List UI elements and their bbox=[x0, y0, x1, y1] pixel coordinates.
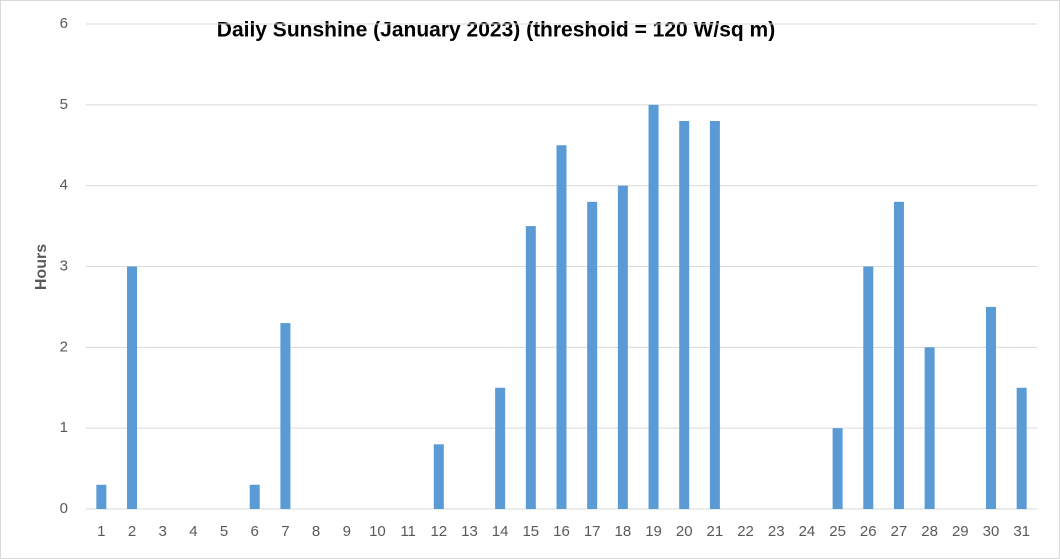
x-tick-label: 17 bbox=[584, 523, 601, 540]
chart-title: Daily Sunshine (January 2023) (threshold… bbox=[217, 19, 775, 42]
y-tick-label: 5 bbox=[60, 96, 68, 113]
bar bbox=[924, 347, 935, 509]
y-tick-label: 1 bbox=[60, 419, 68, 436]
bar bbox=[587, 201, 598, 510]
bar bbox=[893, 201, 904, 510]
y-tick-label: 4 bbox=[60, 177, 68, 194]
x-tick-label: 27 bbox=[891, 523, 908, 540]
x-tick-label: 31 bbox=[1013, 523, 1030, 540]
bar bbox=[679, 121, 690, 509]
x-tick-label: 22 bbox=[737, 523, 754, 540]
x-tick-label: 20 bbox=[676, 523, 693, 540]
x-tick-label: 21 bbox=[707, 523, 724, 540]
y-tick-label: 0 bbox=[60, 500, 68, 517]
y-tick-label: 6 bbox=[60, 15, 68, 32]
bar bbox=[96, 484, 107, 509]
x-tick-label: 26 bbox=[860, 523, 877, 540]
x-tick-label: 10 bbox=[369, 523, 386, 540]
bar bbox=[863, 266, 874, 509]
x-tick-label: 18 bbox=[615, 523, 632, 540]
x-tick-label: 14 bbox=[492, 523, 509, 540]
x-tick-label: 9 bbox=[343, 523, 351, 540]
x-tick-label: 19 bbox=[645, 523, 662, 540]
bar bbox=[280, 323, 291, 509]
x-tick-label: 8 bbox=[312, 523, 320, 540]
y-axis-label: Hours bbox=[33, 244, 50, 290]
bar bbox=[127, 266, 138, 509]
bar bbox=[617, 185, 628, 509]
bar bbox=[832, 428, 843, 509]
x-tick-label: 3 bbox=[159, 523, 167, 540]
x-tick-label: 15 bbox=[522, 523, 539, 540]
bar bbox=[985, 306, 996, 509]
x-tick-label: 5 bbox=[220, 523, 228, 540]
x-tick-label: 29 bbox=[952, 523, 969, 540]
x-tick-label: 6 bbox=[251, 523, 259, 540]
bar bbox=[1016, 387, 1027, 509]
bar bbox=[525, 226, 536, 510]
bar bbox=[648, 104, 659, 509]
x-tick-label: 11 bbox=[400, 523, 416, 540]
x-tick-label: 12 bbox=[430, 523, 447, 540]
x-tick-label: 13 bbox=[461, 523, 478, 540]
x-tick-label: 7 bbox=[281, 523, 289, 540]
x-tick-label: 30 bbox=[983, 523, 1000, 540]
bar bbox=[249, 484, 260, 509]
bar bbox=[556, 145, 567, 509]
x-tick-label: 28 bbox=[921, 523, 938, 540]
y-tick-label: 2 bbox=[60, 338, 68, 355]
bar bbox=[495, 387, 506, 509]
x-tick-label: 23 bbox=[768, 523, 785, 540]
x-tick-label: 1 bbox=[97, 523, 105, 540]
bar bbox=[433, 444, 444, 509]
x-tick-label: 2 bbox=[128, 523, 136, 540]
x-tick-label: 16 bbox=[553, 523, 570, 540]
x-tick-label: 25 bbox=[829, 523, 846, 540]
y-tick-label: 3 bbox=[60, 257, 68, 274]
x-tick-label: 24 bbox=[799, 523, 816, 540]
x-tick-label: 4 bbox=[189, 523, 197, 540]
bar bbox=[709, 121, 720, 509]
